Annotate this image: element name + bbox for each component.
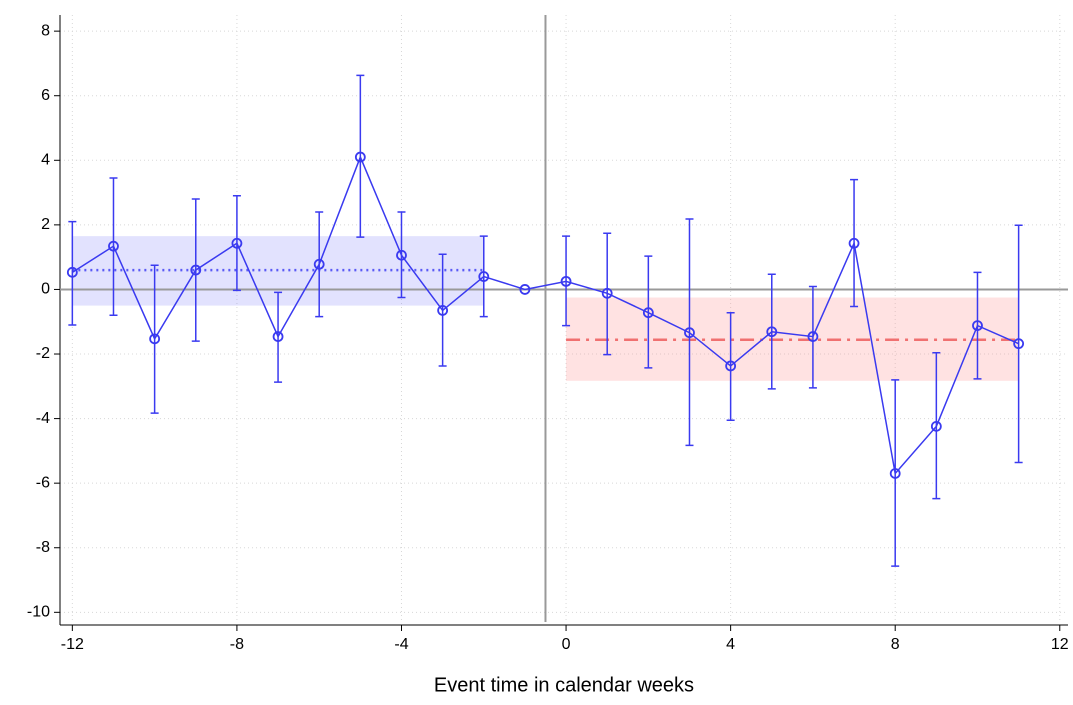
y-tick-label: -6 xyxy=(36,474,50,491)
point xyxy=(396,249,407,261)
point xyxy=(725,360,737,372)
x-axis-label: Event time in calendar weeks xyxy=(434,674,694,696)
point xyxy=(313,258,325,270)
point xyxy=(190,264,202,276)
error-bar xyxy=(1014,224,1023,464)
point xyxy=(478,271,490,282)
point xyxy=(642,307,654,319)
point xyxy=(848,237,860,249)
y-tick-label: -8 xyxy=(36,539,50,556)
point xyxy=(231,237,243,249)
point xyxy=(272,331,284,342)
x-tick-label: 12 xyxy=(1051,636,1069,653)
x-tick-label: 4 xyxy=(726,636,735,653)
series-line xyxy=(71,155,1019,476)
x-tick-label: -12 xyxy=(61,636,84,653)
y-tick-label: -4 xyxy=(36,410,50,427)
point xyxy=(519,284,531,295)
y-tick-label: 4 xyxy=(41,152,50,169)
point xyxy=(766,326,778,338)
x-tick-label: 8 xyxy=(891,636,900,653)
point xyxy=(437,305,449,316)
point xyxy=(930,420,942,432)
y-tick-label: -2 xyxy=(36,345,50,362)
point xyxy=(807,331,819,342)
point xyxy=(560,275,572,287)
x-tick-label: 0 xyxy=(562,636,571,653)
point xyxy=(1013,338,1025,350)
y-tick-label: 2 xyxy=(41,216,50,233)
point xyxy=(354,151,366,163)
point xyxy=(601,287,613,299)
point xyxy=(889,468,901,479)
x-tick-label: -8 xyxy=(230,636,244,653)
y-tick-label: 6 xyxy=(41,87,50,104)
point xyxy=(149,333,161,345)
x-tick-label: -4 xyxy=(394,636,408,653)
y-tick-label: 8 xyxy=(41,22,50,39)
point xyxy=(684,327,695,339)
point xyxy=(108,240,119,252)
point xyxy=(972,320,983,332)
y-tick-label: -10 xyxy=(27,604,50,621)
y-tick-label: 0 xyxy=(41,281,50,298)
error-bar xyxy=(68,220,77,326)
point xyxy=(66,266,78,278)
